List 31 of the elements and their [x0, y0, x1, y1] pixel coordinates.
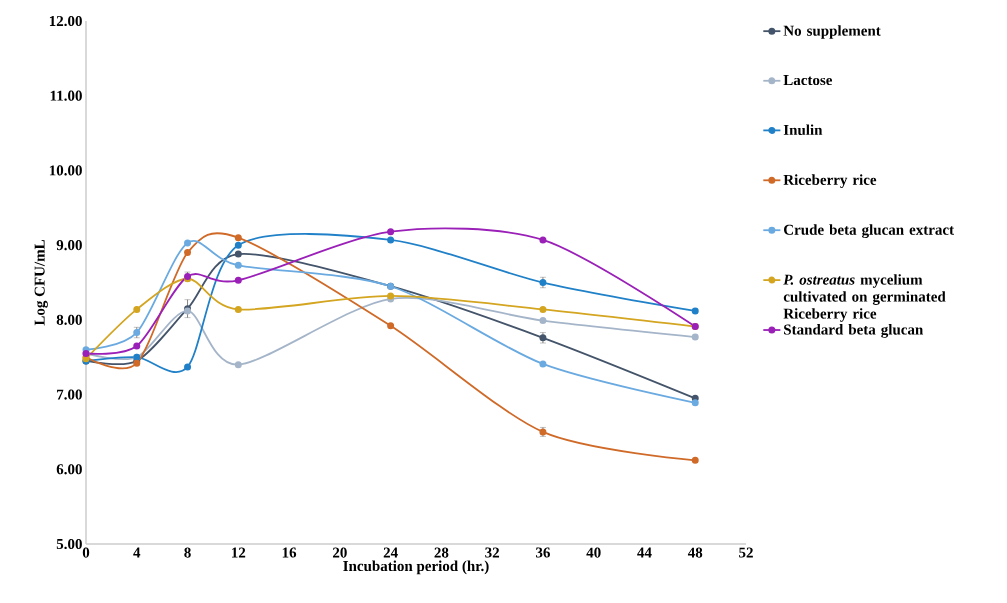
x-tick-label: 36: [535, 547, 550, 558]
legend-label: Riceberry rice: [783, 174, 877, 188]
legend-label: Crude beta glucan extract: [784, 224, 954, 238]
x-tick-label: 4: [133, 547, 141, 558]
legend-label: P. ostreatus mycelium cultivated on germinated Riceberry rice: [783, 274, 946, 322]
x-tick-label: 0: [82, 547, 90, 558]
x-tick-label: 8: [184, 547, 191, 558]
x-tick-label: 52: [739, 547, 753, 558]
x-tick-label: 16: [282, 547, 297, 558]
x-tick-label: 24: [383, 547, 398, 558]
y-tick-label: 9.00: [56, 240, 82, 251]
x-tick-label: 20: [332, 547, 347, 558]
legend-label: Standard beta glucan: [784, 324, 924, 338]
legend-label: No supplement: [783, 25, 881, 39]
y-tick-label: 6.00: [56, 464, 82, 475]
y-tick-label: 8.00: [56, 314, 82, 325]
y-tick-label: 12.00: [49, 15, 82, 27]
y-tick-label: 7.00: [57, 389, 82, 400]
x-tick-label: 44: [637, 547, 652, 558]
legend-label: Lactose: [783, 75, 833, 86]
x-tick-label: 40: [586, 547, 601, 558]
legend-label: Inulin: [783, 124, 823, 136]
y-tick-label: 11.00: [50, 90, 82, 101]
x-tick-label: 28: [434, 547, 449, 558]
y-axis-title: Log CFU/mL: [34, 240, 48, 326]
y-tick-label: 5.00: [56, 538, 82, 550]
y-tick-label: 10.00: [49, 165, 82, 176]
x-tick-label: 48: [687, 547, 703, 558]
x-tick-label: 32: [485, 547, 500, 558]
x-axis-title: Incubation period (hr.): [343, 560, 489, 575]
x-tick-label: 12: [232, 547, 246, 558]
